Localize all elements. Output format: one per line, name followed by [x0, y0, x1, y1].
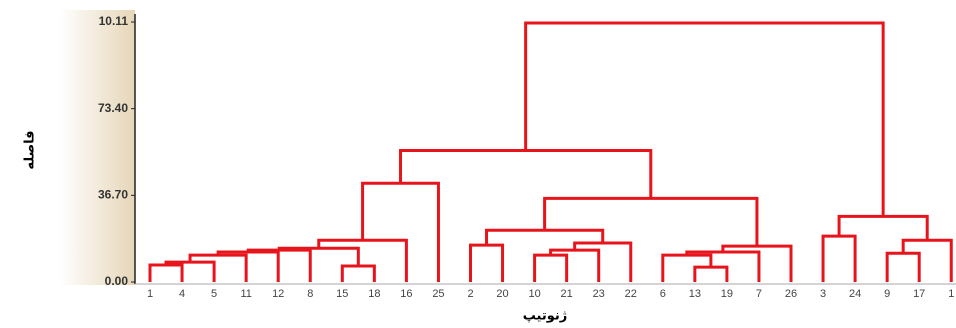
- leaf-label: 16: [400, 288, 412, 300]
- leaf-label: 6: [660, 288, 666, 300]
- leaf-label: 11: [240, 288, 251, 300]
- merge-link: [361, 181, 440, 282]
- leaf-label: 21: [561, 288, 573, 300]
- leaf-label: 18: [368, 288, 380, 300]
- merge-link: [246, 248, 312, 282]
- leaf-label: 2: [467, 288, 473, 300]
- merge-link: [533, 253, 569, 282]
- merge-link: [469, 243, 505, 282]
- leaf-label: 15: [336, 288, 348, 300]
- leaf-label: 8: [307, 288, 313, 300]
- y-axis-title: فاصله: [23, 130, 38, 169]
- axis-background: [60, 10, 135, 285]
- leaf-label: 26: [785, 288, 797, 300]
- merge-link: [277, 246, 360, 266]
- merge-link: [549, 248, 601, 282]
- leaf-label: 7: [756, 288, 762, 300]
- y-tick-label: 0.00: [105, 274, 129, 288]
- leaf-label: 22: [625, 288, 637, 300]
- merge-link: [148, 263, 184, 282]
- leaf-label: 1: [147, 288, 153, 300]
- y-tick-label: 10.11: [99, 14, 129, 28]
- merge-link: [821, 234, 857, 282]
- merge-link: [837, 214, 929, 241]
- leaf-label: 23: [593, 288, 605, 300]
- leaf-label: 10: [528, 288, 540, 300]
- x-axis-title: ژنوتیپ: [523, 309, 567, 324]
- leaf-label: 17: [913, 288, 925, 300]
- merge-link: [901, 238, 953, 282]
- y-tick-label: 73.40: [98, 101, 128, 115]
- leaf-label: 25: [432, 288, 444, 300]
- merge-link: [188, 253, 248, 282]
- leaf-label: 3: [820, 288, 826, 300]
- leaf-label: 20: [496, 288, 508, 300]
- leaf-label: 19: [721, 288, 733, 300]
- merge-link: [885, 251, 921, 282]
- leaf-label: 1: [948, 288, 954, 300]
- merge-link: [340, 264, 376, 282]
- merge-link: [524, 21, 885, 217]
- merge-link: [693, 265, 729, 282]
- leaf-label: 13: [689, 288, 701, 300]
- y-tick-label: 36.70: [98, 188, 128, 202]
- leaf-label: 9: [884, 288, 890, 300]
- leaf-label: 24: [849, 288, 861, 300]
- merge-link: [317, 238, 408, 282]
- merge-link: [543, 196, 759, 247]
- leaf-label: 4: [179, 288, 185, 300]
- leaf-label: 12: [272, 288, 284, 300]
- leaf-label: 5: [211, 288, 217, 300]
